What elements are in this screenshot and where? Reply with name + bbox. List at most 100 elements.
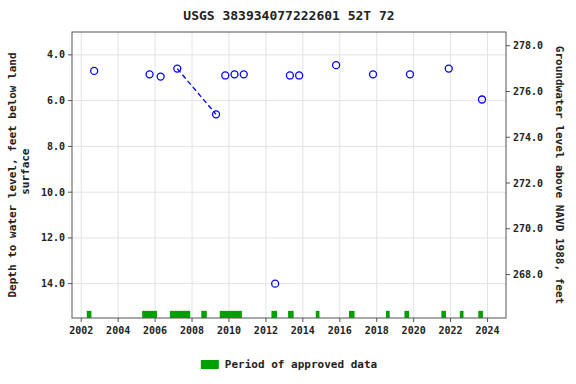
point [333,62,340,69]
grid-line [192,32,193,318]
grid-line [72,100,506,101]
grid-line [81,32,82,318]
grid-line [155,32,156,318]
tick [506,274,510,275]
axis-label: Groundwater level above NAVD 1988, feet [553,46,566,304]
approved-period [316,311,320,318]
plot-frame [72,32,506,318]
tick-label: 2022 [439,325,463,336]
chart: 2002200420062008201020122014201620182020… [0,0,576,384]
tick-label: 2016 [328,325,352,336]
tick [506,137,510,138]
point [174,65,181,72]
point [222,72,229,79]
grid-line [72,192,506,193]
tick-label: 2014 [291,325,315,336]
tick [376,318,377,322]
approved-period [441,311,446,318]
tick-label: 272.0 [513,178,543,189]
point [296,72,303,79]
tick [506,91,510,92]
point [406,71,413,78]
point [157,73,164,80]
point [231,71,238,78]
approved-period [220,311,242,318]
tick [265,318,266,322]
tick [450,318,451,322]
tick [413,318,414,322]
axes: 2002200420062008201020122014201620182020… [41,40,543,336]
grid-line [72,237,506,238]
legend-swatch [201,360,219,369]
tick-label: 6.0 [47,95,65,106]
approved-period [478,311,483,318]
approved-period [201,311,207,318]
point [146,71,153,78]
tick [155,318,156,322]
approved-period [271,311,277,318]
point [478,96,485,103]
grid [72,32,506,318]
tick-label: 2004 [106,325,130,336]
grid-line [339,32,340,318]
approved-period [142,311,157,318]
grid-line [72,146,506,147]
tick [506,228,510,229]
legend-label: Period of approved data [225,358,377,371]
grid-line [450,32,451,318]
point [286,72,293,79]
legend: Period of approved data [201,358,377,371]
grid-line [118,32,119,318]
approved-period [404,311,409,318]
tick-label: 14.0 [41,278,65,289]
background [0,0,576,384]
tick-label: 2020 [402,325,426,336]
tick [118,318,119,322]
tick [68,283,72,284]
tick [81,318,82,322]
tick-label: 270.0 [513,223,543,234]
line [177,69,216,115]
tick [506,45,510,46]
tick-label: 274.0 [513,132,543,143]
point [272,280,279,287]
marks [87,62,486,318]
tick-label: 8.0 [47,141,65,152]
tick [192,318,193,322]
tick-label: 276.0 [513,86,543,97]
tick [68,100,72,101]
tick [68,146,72,147]
axis-label: Depth to water level, feet below land su… [6,52,32,297]
grid-line [487,32,488,318]
point [240,71,247,78]
approved-period [87,311,92,318]
grid-line [72,283,506,284]
tick [68,237,72,238]
tick-label: 2018 [365,325,389,336]
tick-label: 2012 [254,325,278,336]
tick-label: 4.0 [47,49,65,60]
tick [68,192,72,193]
tick-label: 2010 [217,325,241,336]
tick [302,318,303,322]
tick-label: 10.0 [41,187,65,198]
tick-label: 2008 [180,325,204,336]
tick [339,318,340,322]
approved-period [170,311,190,318]
approved-period [460,311,464,318]
tick [228,318,229,322]
tick-label: 268.0 [513,269,543,280]
point [445,65,452,72]
tick-label: 278.0 [513,40,543,51]
tick-label: 12.0 [41,232,65,243]
point [91,67,98,74]
approved-period [288,311,294,318]
approved-period [349,311,355,318]
title: USGS 383934077222601 52T 72 [183,8,394,23]
point [213,111,220,118]
tick [506,183,510,184]
point [370,71,377,78]
grid-line [265,32,266,318]
approved-period [386,311,390,318]
tick-label: 2024 [475,325,499,336]
